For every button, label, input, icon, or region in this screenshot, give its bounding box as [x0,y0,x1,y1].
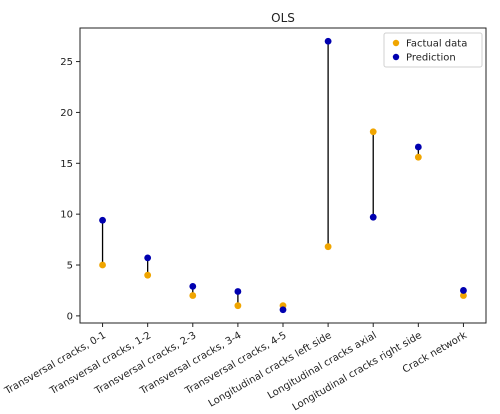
y-tick-label: 0 [67,311,73,322]
legend-marker-factual [392,39,400,47]
factual-point [144,271,152,279]
prediction-point [324,37,332,45]
prediction-point [234,288,242,295]
prediction-point [369,213,377,221]
legend-label-prediction: Prediction [406,53,456,64]
prediction-point [279,306,287,314]
legend-box [383,32,483,68]
prediction-point [144,254,152,262]
y-tick-label: 15 [60,159,73,170]
factual-point [234,302,242,310]
y-tick-label: 10 [60,210,73,221]
prediction-point [414,143,422,151]
factual-point [460,292,467,299]
prediction-point [460,287,467,294]
y-tick-label: 20 [60,108,73,119]
factual-point [324,243,332,251]
data-points [99,37,467,314]
y-axis: 0 5 10 15 20 25 [60,57,80,322]
factual-point [414,153,422,161]
y-tick-label: 25 [60,57,73,68]
legend: Factual data Prediction [383,32,483,68]
connector-lines [101,41,465,310]
y-tick-label: 5 [67,261,73,272]
factual-point [189,292,197,299]
legend-marker-prediction [392,53,400,61]
plot-area [79,27,487,324]
legend-label-factual: Factual data [406,39,467,50]
prediction-point [99,216,106,224]
factual-point [369,128,377,136]
factual-point [99,261,106,269]
prediction-point [189,282,197,290]
chart-title: OLS [271,11,295,25]
